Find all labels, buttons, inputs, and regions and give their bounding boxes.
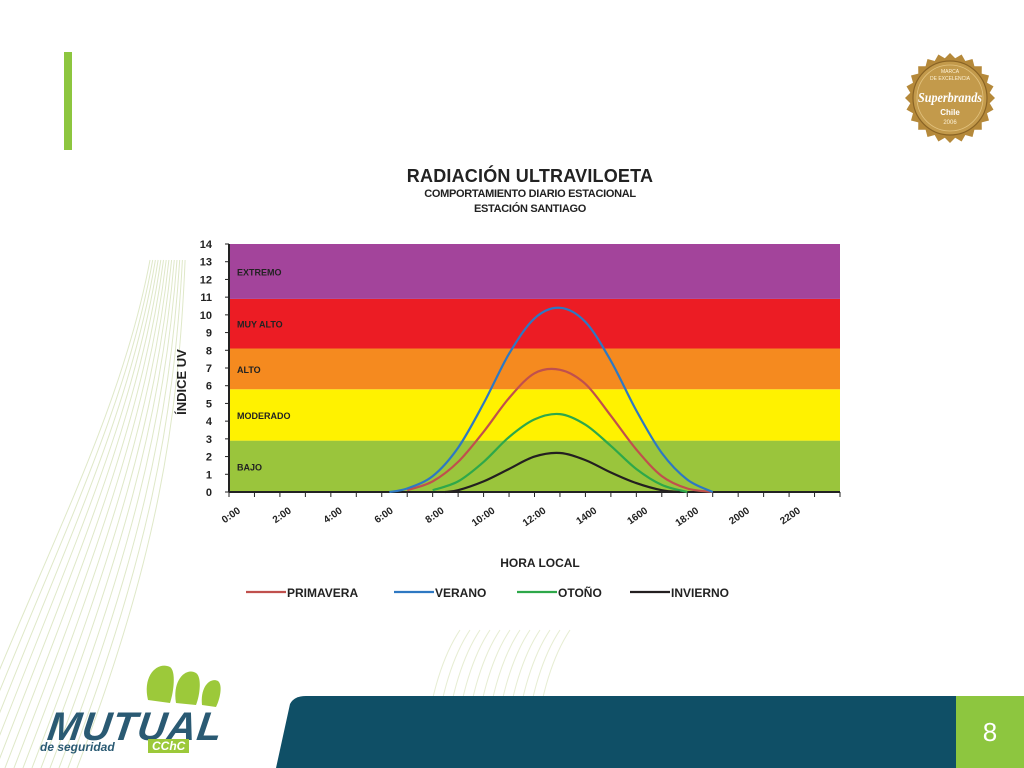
y-tick-label: 7 bbox=[206, 363, 212, 375]
y-tick-label: 6 bbox=[206, 381, 212, 393]
background-line bbox=[22, 259, 170, 768]
background-line bbox=[0, 259, 159, 736]
x-tick-label: 1600 bbox=[626, 505, 651, 527]
badge-brand: Superbrands bbox=[918, 91, 982, 106]
background-line bbox=[67, 259, 183, 768]
logo-leaf-1 bbox=[146, 665, 174, 703]
mutual-logo-mark bbox=[146, 665, 221, 707]
band-extremo bbox=[229, 244, 840, 299]
bands-layer: BAJO MODERADO ALTO MUY ALTO EXTREMO bbox=[229, 244, 840, 492]
x-tick-label: 4:00 bbox=[322, 505, 345, 526]
band-label: MODERADO bbox=[237, 411, 291, 421]
legend-label: PRIMAVERA bbox=[287, 586, 358, 600]
background-line bbox=[58, 259, 181, 768]
y-tick-label: 1 bbox=[206, 469, 212, 481]
x-tick-label: 8:00 bbox=[424, 505, 447, 526]
y-axis-label: ÍNDICE UV bbox=[174, 349, 189, 415]
legend-label: OTOÑO bbox=[558, 585, 602, 600]
y-tick-label: 4 bbox=[206, 416, 213, 428]
legend: PRIMAVERA VERANO OTOÑO INVIERNO bbox=[246, 585, 729, 600]
x-tick-label: 1400 bbox=[575, 505, 600, 527]
badge-line2: DE EXCELENCIA bbox=[930, 76, 971, 82]
logo-leaf-3 bbox=[201, 680, 221, 707]
series-line-invierno bbox=[445, 451, 680, 494]
band-label: MUY ALTO bbox=[237, 320, 283, 330]
series-line-verano bbox=[389, 306, 714, 494]
band-alto bbox=[229, 348, 840, 390]
series-layer bbox=[389, 306, 714, 494]
y-tick-label: 9 bbox=[206, 328, 212, 340]
y-tick-label: 13 bbox=[200, 257, 212, 269]
legend-label: INVIERNO bbox=[671, 586, 729, 600]
y-tick-label: 8 bbox=[206, 345, 212, 357]
band-bajo bbox=[229, 440, 840, 492]
y-tick-label: 12 bbox=[200, 274, 212, 286]
background-line bbox=[0, 259, 154, 692]
band-moderado bbox=[229, 389, 840, 441]
logo-tagline: de seguridad bbox=[40, 740, 115, 754]
background-line bbox=[49, 259, 178, 768]
y-tick-label: 10 bbox=[200, 310, 212, 322]
band-label: EXTREMO bbox=[237, 267, 282, 277]
band-label: BAJO bbox=[237, 462, 262, 472]
x-tick-label: 2000 bbox=[727, 505, 752, 527]
series-line-otoño bbox=[432, 412, 688, 494]
x-tick-label: 6:00 bbox=[373, 505, 396, 526]
y-tick-label: 14 bbox=[200, 239, 213, 251]
accent-bar bbox=[64, 52, 72, 150]
badge-inner-circle bbox=[912, 60, 988, 136]
x-tick-label: 0:00 bbox=[220, 505, 243, 526]
page-number: 8 bbox=[982, 716, 998, 747]
background-line bbox=[40, 259, 175, 768]
badge-line1: MARCA bbox=[941, 69, 960, 75]
background-line bbox=[0, 259, 156, 714]
chart-title: RADIACIÓN ULTRAVILOETA bbox=[406, 166, 654, 186]
background-line bbox=[31, 259, 173, 768]
chart-subtitle-2: ESTACIÓN SANTIAGO bbox=[473, 203, 587, 215]
x-tick-label: 18:00 bbox=[674, 505, 702, 529]
background-line bbox=[13, 259, 167, 768]
badge-country: Chile bbox=[940, 108, 960, 117]
y-tick-label: 11 bbox=[200, 292, 212, 304]
y-tick-label: 2 bbox=[206, 452, 212, 464]
background-line bbox=[4, 259, 164, 768]
chart-subtitle-1: COMPORTAMIENTO DIARIO ESTACIONAL bbox=[424, 188, 636, 200]
legend-label: VERANO bbox=[435, 586, 486, 600]
y-tick-label: 0 bbox=[206, 487, 212, 499]
logo-leaf-2 bbox=[175, 671, 200, 705]
x-axis-label: HORA LOCAL bbox=[500, 556, 580, 570]
footer-shape bbox=[276, 696, 956, 768]
series-line-primavera bbox=[406, 367, 713, 494]
footer-bar bbox=[276, 696, 956, 768]
x-tick-label: 10:00 bbox=[470, 505, 498, 529]
x-tick-label: 2200 bbox=[778, 505, 803, 527]
y-tick-label: 3 bbox=[206, 434, 212, 446]
logo-cchc-badge: CChC bbox=[148, 739, 190, 753]
superbrands-badge: MARCA DE EXCELENCIA Superbrands Chile 20… bbox=[905, 53, 995, 143]
page-number-box bbox=[956, 696, 1024, 768]
x-tick-label: 12:00 bbox=[521, 505, 549, 529]
band-muy-alto bbox=[229, 298, 840, 349]
badge-year: 2006 bbox=[943, 120, 957, 126]
background-line bbox=[0, 259, 151, 671]
y-tick-label: 5 bbox=[206, 398, 212, 410]
x-tick-label: 2:00 bbox=[271, 505, 294, 526]
background-line bbox=[0, 259, 162, 760]
badge-ring bbox=[916, 64, 984, 132]
band-label: ALTO bbox=[237, 365, 261, 375]
background-line bbox=[76, 259, 186, 768]
